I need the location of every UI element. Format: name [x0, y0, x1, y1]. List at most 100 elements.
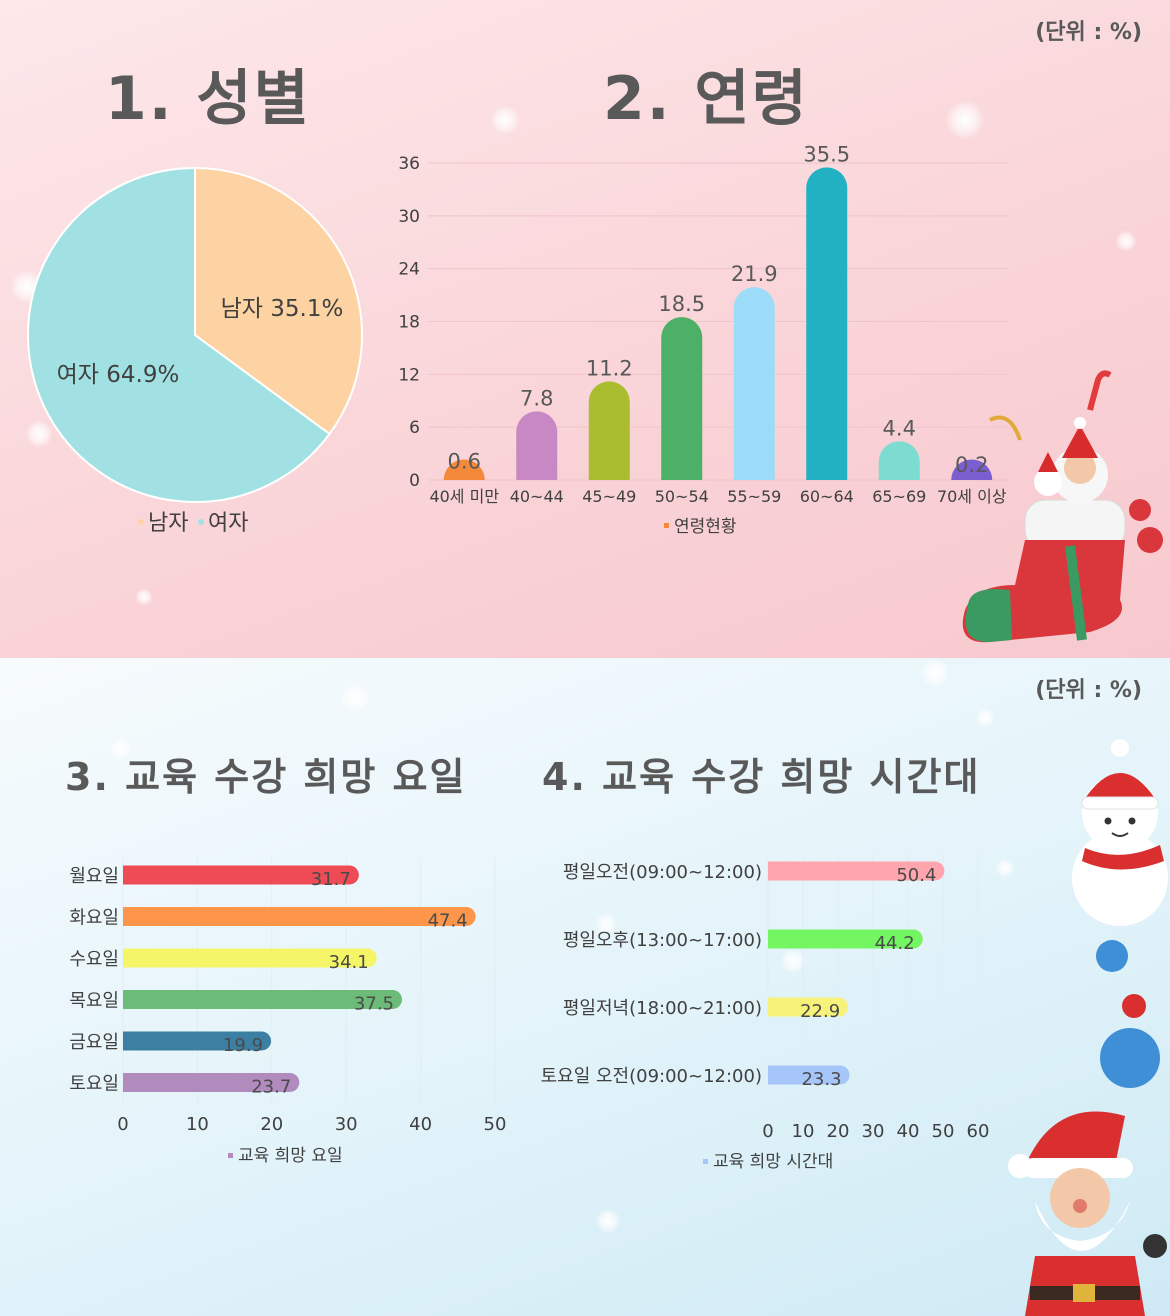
- category-label: 월요일: [69, 866, 119, 887]
- category-label: 금요일: [69, 1032, 119, 1053]
- category-label: 평일저녁(18:00~21:00): [563, 998, 762, 1019]
- x-tick-label: 10: [186, 1114, 209, 1135]
- sparkle-decoration: [1115, 230, 1137, 252]
- pie-data-label: 여자 64.9%: [57, 362, 180, 388]
- h-bar: [123, 865, 359, 885]
- x-tick-label: 20: [827, 1121, 850, 1142]
- pie-slice: [194, 166, 363, 436]
- bar-data-label: 7.8: [520, 386, 553, 410]
- category-label: 토요일 오전(09:00~12:00): [541, 1066, 762, 1087]
- category-label: 평일오후(13:00~17:00): [563, 930, 762, 951]
- age-title: 2. 연령: [603, 64, 809, 134]
- time-title: 4. 교육 수강 희망 시간대: [542, 755, 981, 799]
- x-tick-label: 30: [862, 1121, 885, 1142]
- y-tick-label: 0: [409, 471, 420, 491]
- legend-marker: [138, 519, 144, 525]
- pie-slice: [27, 166, 331, 503]
- top-panel: (단위 : %) 1. 성별 2. 연령 남자 35.1% 여자 64.9% 남자 여…: [0, 0, 1170, 658]
- x-tick-label: 50: [932, 1121, 955, 1142]
- x-tick-label: 40: [409, 1114, 432, 1135]
- bar-data-label: 21.9: [731, 262, 778, 286]
- sparkle-decoration: [490, 105, 520, 135]
- y-tick-label: 36: [398, 154, 420, 174]
- bar-data-label: 4.4: [883, 416, 916, 440]
- h-bar: [768, 861, 945, 881]
- legend-marker: [664, 523, 669, 528]
- bar-data-label: 0.2: [955, 453, 988, 477]
- bar-data-label: 34.1: [329, 952, 369, 973]
- legend-label: 여자: [208, 511, 248, 536]
- y-tick-label: 18: [398, 313, 420, 333]
- snowman-illustration: [1072, 739, 1168, 926]
- gender-title: 1. 성별: [105, 64, 311, 134]
- age-bar: [806, 167, 848, 480]
- x-tick-label: 50~54: [655, 487, 709, 506]
- age-bar: [951, 459, 993, 480]
- y-tick-label: 24: [398, 260, 420, 280]
- bar-data-label: 19.9: [223, 1035, 263, 1056]
- x-tick-label: 40~44: [510, 487, 564, 506]
- bar-data-label: 37.5: [354, 994, 394, 1015]
- x-tick-label: 65~69: [872, 487, 926, 506]
- x-tick-label: 30: [335, 1114, 358, 1135]
- time-bar-chart: 0 10 20 30 40 50 60 50.4 평일오전(09:00~12:00) 44.2 평일…: [541, 853, 990, 1172]
- sparkle-decoration: [25, 420, 53, 448]
- bar-data-label: 23.7: [251, 1077, 291, 1098]
- pie-data-label: 남자 35.1%: [221, 296, 344, 322]
- age-bar: [733, 287, 775, 480]
- bar-data-label: 35.5: [803, 142, 850, 166]
- y-tick-label: 12: [398, 365, 420, 385]
- bar-data-label: 18.5: [658, 292, 705, 316]
- age-bar: [661, 317, 703, 480]
- bar-data-label: 50.4: [896, 865, 936, 886]
- sparkle-decoration: [920, 658, 950, 688]
- age-bar: [878, 441, 920, 480]
- sparkle-decoration: [995, 858, 1015, 878]
- sparkle-decoration: [975, 708, 995, 728]
- h-bar: [123, 1031, 272, 1051]
- bottom-panel: (단위 : %) 3. 교육 수강 희망 요일 4. 교육 수강 희망 시간대 …: [0, 658, 1170, 1316]
- gender-pie-chart: 남자 35.1% 여자 64.9% 남자 여자: [27, 166, 363, 536]
- legend-marker: [198, 519, 204, 525]
- age-bar: [588, 381, 630, 480]
- legend-label: 연령현황: [674, 517, 737, 537]
- h-bar: [123, 990, 402, 1009]
- h-bar: [123, 1073, 300, 1092]
- h-bar: [123, 907, 476, 926]
- x-tick-label: 55~59: [727, 487, 781, 506]
- legend-marker: [228, 1153, 233, 1158]
- x-tick-label: 60: [967, 1121, 990, 1142]
- santa-illustration: [1008, 1111, 1167, 1316]
- sparkle-decoration: [110, 738, 132, 760]
- x-tick-label: 50: [484, 1114, 507, 1135]
- x-tick-label: 0: [762, 1121, 773, 1142]
- bar-data-label: 47.4: [428, 911, 468, 932]
- x-tick-label: 60~64: [800, 487, 854, 506]
- legend-label: 교육 희망 시간대: [713, 1152, 833, 1172]
- category-label: 화요일: [69, 908, 119, 929]
- legend-label: 남자: [148, 511, 188, 536]
- sparkle-decoration: [595, 913, 617, 935]
- category-label: 수요일: [69, 949, 119, 970]
- legend-label: 교육 희망 요일: [238, 1146, 343, 1166]
- sparkle-decoration: [945, 100, 985, 140]
- christmas-stocking-illustration: [962, 370, 1163, 643]
- bar-data-label: 0.6: [448, 450, 481, 474]
- h-bar: [768, 1065, 850, 1085]
- category-label: 토요일: [69, 1074, 119, 1095]
- ornaments-illustration: [1096, 940, 1160, 1088]
- age-bar: [516, 411, 558, 480]
- h-bar: [123, 948, 377, 968]
- bar-data-label: 22.9: [800, 1001, 840, 1022]
- sparkle-decoration: [135, 588, 153, 606]
- legend-marker: [703, 1159, 708, 1164]
- bar-data-label: 11.2: [586, 356, 633, 380]
- y-tick-label: 30: [398, 207, 420, 227]
- age-bar: [443, 459, 485, 480]
- x-tick-label: 10: [792, 1121, 815, 1142]
- category-label: 평일오전(09:00~12:00): [563, 862, 762, 883]
- x-tick-label: 70세 이상: [937, 487, 1007, 506]
- h-bar: [768, 997, 849, 1017]
- bar-data-label: 44.2: [875, 933, 915, 954]
- unit-label: (단위 : %): [1035, 20, 1142, 45]
